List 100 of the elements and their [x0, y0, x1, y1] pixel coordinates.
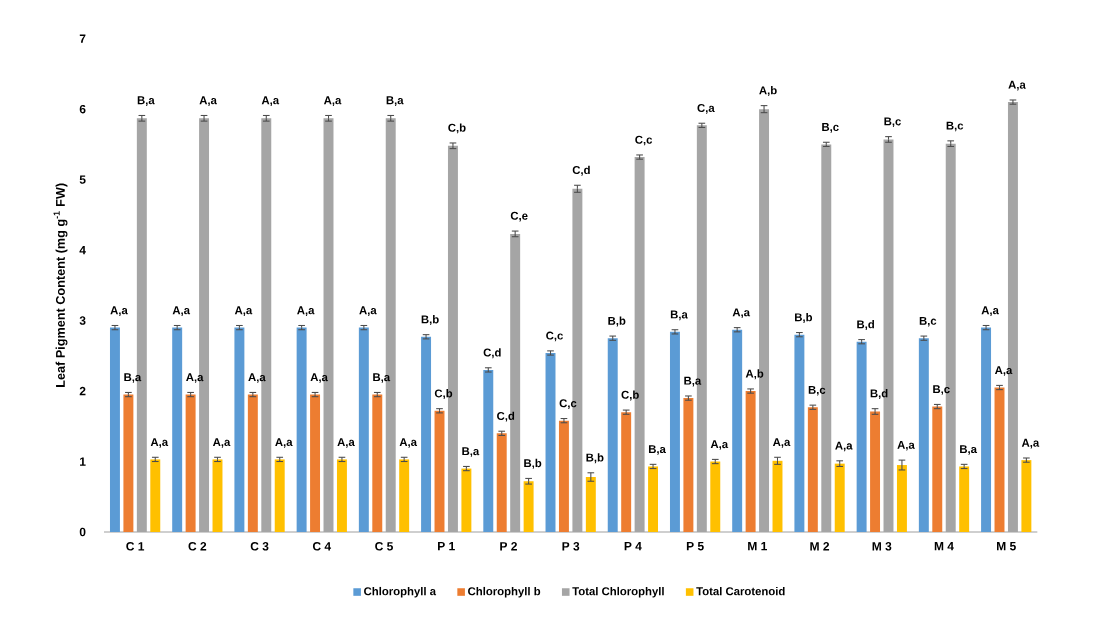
y-tick-label: 7 [79, 34, 86, 43]
bar [981, 327, 992, 533]
data-label: B,d [857, 320, 874, 331]
data-label: A,a [994, 366, 1013, 376]
bar [234, 327, 245, 533]
bar [358, 327, 369, 533]
bar [683, 398, 694, 533]
y-tick-label: 3 [79, 316, 86, 325]
data-label: B,c [919, 317, 937, 327]
bar [496, 433, 507, 533]
data-label: C,d [572, 165, 590, 176]
bar [150, 459, 161, 533]
data-label: A,a [897, 441, 915, 451]
data-label: A,b [745, 369, 764, 380]
data-label: A,a [275, 438, 293, 448]
data-label: A,a [186, 373, 204, 384]
bar [732, 329, 743, 533]
x-tick-label: C 2 [188, 542, 207, 551]
legend-label: Chlorophyll a [364, 587, 437, 598]
data-label: A,a [323, 96, 342, 107]
x-tick-label: P 2 [500, 542, 517, 551]
legend-label: Chlorophyll b [468, 587, 541, 598]
data-label: C,b [621, 390, 639, 401]
data-label: B,d [870, 389, 888, 400]
data-label: C,b [448, 123, 466, 134]
data-label: A,a [261, 96, 280, 107]
bar [558, 420, 569, 533]
data-label: C,d [497, 411, 515, 422]
data-label: A,a [732, 308, 751, 319]
x-tick-label: P 4 [624, 542, 642, 551]
data-label: C,c [546, 331, 563, 342]
bar [483, 370, 494, 533]
data-label: C,c [559, 399, 577, 410]
bar [585, 477, 596, 533]
data-label: B,c [933, 385, 950, 396]
x-tick-label: M 2 [810, 542, 830, 551]
data-label: B,b [586, 453, 604, 464]
bar [172, 327, 183, 533]
data-label: B,b [524, 459, 542, 469]
data-label: A,a [110, 306, 128, 317]
bar [896, 465, 907, 533]
bar [621, 412, 632, 533]
x-tick-label: M 1 [748, 542, 767, 551]
legend-label: Total Carotenoid [696, 587, 785, 596]
data-label: C,b [434, 389, 453, 400]
bar [372, 394, 383, 533]
data-label: B,a [373, 373, 391, 384]
bar [523, 481, 534, 533]
data-label: A,a [248, 373, 266, 384]
bar [856, 341, 867, 533]
x-tick-label: P 1 [438, 542, 455, 551]
bar [185, 394, 196, 533]
data-label: B,a [462, 447, 480, 458]
data-label: A,a [310, 373, 328, 384]
bar [932, 406, 943, 533]
x-tick-label: C 5 [375, 542, 393, 551]
bar [745, 391, 756, 533]
bar [918, 338, 929, 533]
legend-label: Total Chlorophyll [572, 587, 664, 598]
bar [794, 334, 805, 533]
bar [109, 327, 120, 533]
bar [834, 463, 845, 533]
data-label: B,b [795, 313, 813, 324]
bar [123, 394, 134, 533]
data-label: B,a [684, 376, 702, 387]
bar [461, 468, 472, 533]
data-label: A,a [399, 438, 418, 448]
bar [434, 410, 445, 533]
y-tick-label: 5 [79, 175, 86, 184]
bar [296, 327, 307, 533]
data-label: C,a [697, 104, 715, 114]
bar [870, 411, 881, 533]
bar [669, 332, 680, 533]
data-label: A,a [1021, 439, 1040, 449]
bar [310, 394, 321, 533]
data-label: C,c [635, 135, 653, 146]
bar [959, 466, 970, 533]
x-tick-label: C 4 [312, 542, 332, 551]
bar [421, 336, 432, 533]
data-label: A,a [359, 306, 377, 317]
data-label: B,c [808, 386, 826, 396]
y-tick-label: 1 [80, 457, 86, 466]
data-label: B,b [608, 316, 626, 327]
data-label: B,c [946, 121, 964, 132]
data-label: A,a [981, 306, 999, 317]
data-label: A,a [150, 438, 169, 448]
bar [212, 459, 223, 533]
data-label: B,a [124, 373, 142, 384]
x-tick-label: C 1 [126, 542, 145, 551]
x-tick-label: C 3 [250, 542, 269, 551]
data-label: A,a [172, 306, 191, 317]
bar [1021, 460, 1032, 533]
y-axis-title: Leaf Pigment Content (mg g$^{-1}$ FW) [53, 183, 68, 388]
bar [648, 466, 659, 533]
data-label: A,a [1008, 81, 1026, 91]
data-label: A,a [297, 306, 315, 317]
data-label: B,c [822, 123, 839, 133]
data-label: B,a [670, 310, 688, 321]
data-label: A,a [234, 306, 253, 317]
x-tick-label: M 5 [997, 542, 1016, 551]
